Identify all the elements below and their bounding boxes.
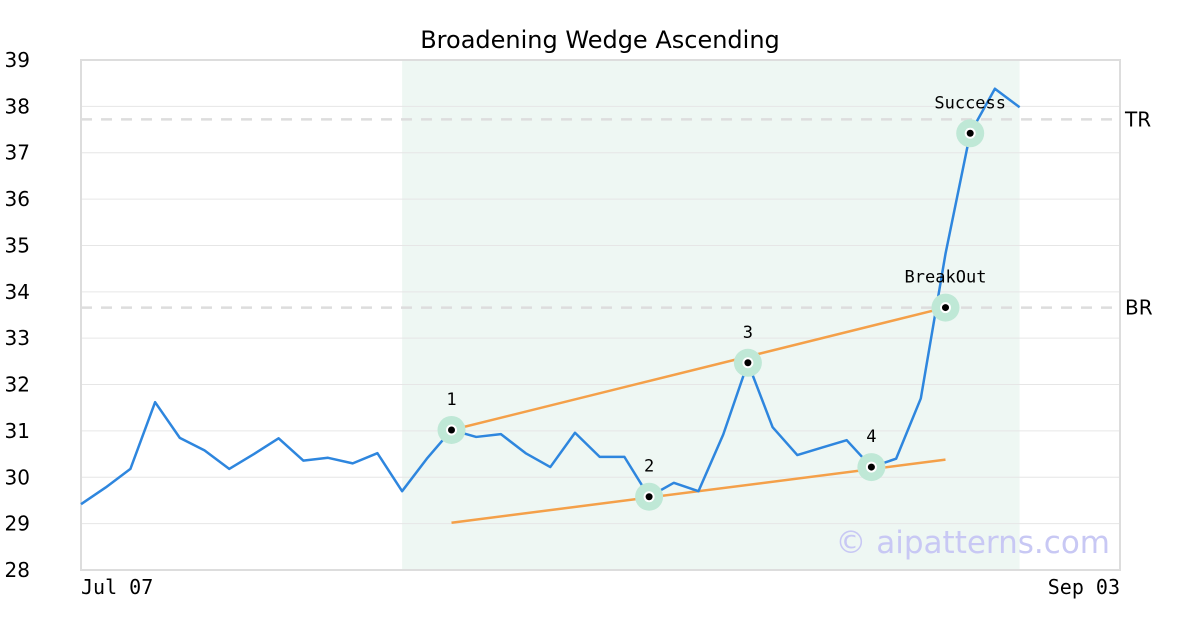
marker-dot — [867, 463, 875, 471]
y-tick-label: 38 — [5, 94, 30, 118]
x-tick-label-start: Jul 07 — [81, 575, 153, 599]
y-tick-label: 34 — [5, 280, 30, 304]
y-tick-label: 35 — [5, 233, 30, 257]
marker-dot — [645, 493, 653, 501]
x-axis: Jul 07 Sep 03 — [81, 575, 1120, 599]
marker-label: 2 — [644, 457, 654, 477]
y-tick-label: 32 — [5, 373, 30, 397]
marker-dot — [448, 426, 455, 434]
level-label: TR — [1124, 107, 1151, 131]
x-tick-label-end: Sep 03 — [1048, 575, 1120, 599]
y-tick-label: 31 — [5, 419, 30, 443]
y-tick-label: 36 — [5, 187, 30, 211]
marker-label: BreakOut — [905, 268, 987, 288]
y-tick-label: 28 — [5, 558, 30, 582]
y-tick-label: 29 — [5, 512, 30, 536]
pattern-markers: 1 2 3 4 BreakOut Success — [437, 93, 1006, 511]
marker-dot — [942, 304, 949, 312]
y-axis: 28 29 30 31 32 33 34 35 36 37 38 39 — [5, 48, 30, 582]
marker-dot — [966, 129, 974, 137]
watermark: © aipatterns.com — [835, 525, 1110, 561]
highlight-region — [402, 60, 1020, 570]
chart-title: Broadening Wedge Ascending — [420, 26, 780, 54]
y-tick-label: 33 — [5, 326, 30, 350]
marker-label: 3 — [743, 323, 753, 343]
y-tick-label: 37 — [5, 141, 30, 165]
y-tick-label: 30 — [5, 465, 30, 489]
level-label: BR — [1125, 296, 1153, 320]
marker-label: Success — [934, 93, 1006, 113]
y-tick-label: 39 — [5, 48, 30, 72]
marker-label: 1 — [446, 390, 456, 410]
marker-label: 4 — [866, 427, 876, 447]
marker-dot — [744, 359, 752, 367]
plot-frame — [80, 59, 1121, 571]
trend-line — [451, 306, 946, 432]
